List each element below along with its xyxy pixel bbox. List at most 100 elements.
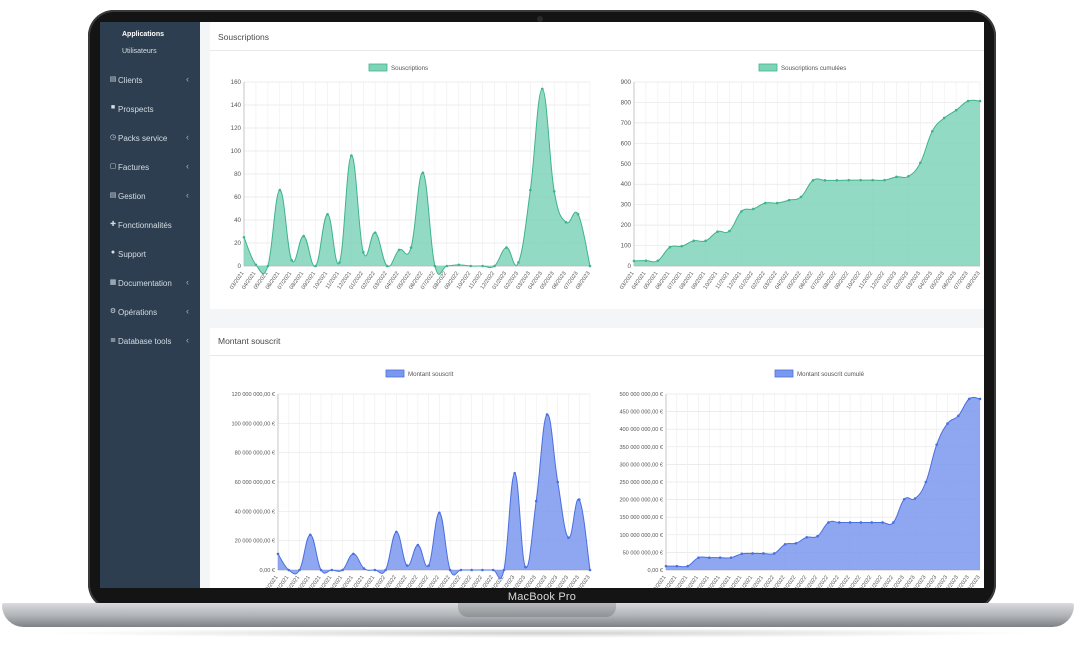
chart-subscriptions-cumulative: 010020030040050060070080090003/202104/20… bbox=[619, 63, 982, 291]
panel-title-amount: Montant souscrit bbox=[218, 336, 281, 346]
data-point bbox=[668, 245, 672, 249]
data-point bbox=[763, 201, 767, 205]
data-point bbox=[405, 564, 409, 567]
data-point bbox=[775, 201, 779, 205]
sidebar-item-label: Opérations bbox=[118, 308, 158, 317]
data-point bbox=[902, 497, 906, 501]
sidebar-subitem-applications[interactable]: Applications bbox=[122, 31, 165, 38]
data-point bbox=[907, 174, 910, 178]
data-point bbox=[445, 264, 449, 268]
sidebar-item-gestion[interactable]: ▤ Gestion ‹ bbox=[100, 189, 200, 205]
sidebar-item-prospects[interactable]: ■ Prospects bbox=[100, 102, 200, 118]
y-tick-label: 900 bbox=[621, 79, 632, 86]
series-area bbox=[278, 414, 590, 579]
sidebar-item-operations[interactable]: ⚙ Opérations ‹ bbox=[100, 305, 200, 321]
data-point bbox=[942, 116, 946, 120]
data-point bbox=[416, 543, 420, 547]
legend-swatch bbox=[774, 369, 794, 378]
data-point bbox=[409, 246, 413, 249]
y-tick-label: 80 bbox=[234, 171, 241, 178]
clipboard-icon: ▤ bbox=[109, 76, 117, 83]
data-point bbox=[892, 521, 895, 524]
y-tick-label: 100 000 000,00 € bbox=[231, 421, 275, 427]
data-point bbox=[395, 530, 398, 534]
sidebar-item-packs-service[interactable]: ◷ Packs service ‹ bbox=[100, 131, 200, 147]
laptop-shadow bbox=[40, 628, 1036, 638]
help-icon: ● bbox=[110, 249, 116, 256]
y-tick-label: 60 000 000,00 € bbox=[235, 480, 276, 486]
data-point bbox=[835, 179, 839, 182]
data-point bbox=[881, 521, 884, 524]
sidebar-item-clients[interactable]: ▤ Clients ‹ bbox=[100, 73, 200, 89]
data-point bbox=[871, 178, 874, 182]
chart-amount: 0,00 € 20 000 000,00 € 40 000 000,00 € 60 0… bbox=[231, 369, 592, 588]
data-point bbox=[254, 263, 258, 267]
data-point bbox=[787, 198, 791, 202]
y-tick-label: 350 000 000,00 € bbox=[619, 445, 663, 451]
data-point bbox=[326, 212, 329, 216]
invoice-icon: ▢ bbox=[109, 163, 117, 170]
data-point bbox=[287, 568, 291, 572]
data-point bbox=[314, 264, 317, 268]
data-point bbox=[966, 99, 970, 103]
data-point bbox=[805, 535, 809, 539]
sidebar-item-label: Prospects bbox=[118, 105, 154, 114]
y-tick-label: 40 bbox=[234, 217, 241, 224]
data-point bbox=[302, 234, 305, 238]
panel-divider bbox=[210, 50, 984, 51]
sidebar-item-fonctionnalites[interactable]: ✚ Fonctionnalités bbox=[100, 218, 200, 234]
data-point bbox=[319, 568, 323, 572]
sidebar-item-documentation[interactable]: ▦ Documentation ‹ bbox=[100, 276, 200, 292]
chevron-left-icon: ‹ bbox=[186, 132, 189, 142]
panel-amount: Montant souscrit 0,00 € 20 000 000,00 € 40… bbox=[210, 328, 984, 588]
screen: Applications Utilisateurs ▤ Clients ‹ ■ … bbox=[100, 22, 984, 588]
legend-swatch bbox=[385, 369, 405, 378]
data-point bbox=[751, 552, 754, 555]
y-tick-label: 20 bbox=[234, 240, 241, 247]
y-tick-label: 600 bbox=[621, 140, 632, 147]
chevron-left-icon: ‹ bbox=[186, 190, 189, 200]
sidebar-item-database-tools[interactable]: ≣ Database tools ‹ bbox=[100, 334, 200, 350]
y-tick-label: 450 000 000,00 € bbox=[619, 410, 663, 416]
data-point bbox=[505, 246, 508, 249]
data-point bbox=[517, 261, 520, 264]
data-point bbox=[716, 230, 719, 233]
data-point bbox=[848, 521, 852, 524]
y-tick-label: 500 bbox=[621, 161, 632, 168]
sidebar-item-factures[interactable]: ▢ Factures ‹ bbox=[100, 160, 200, 176]
data-point bbox=[298, 568, 301, 572]
y-tick-label: 120 000 000,00 € bbox=[231, 392, 275, 398]
data-point bbox=[470, 568, 473, 572]
sidebar: Applications Utilisateurs ▤ Clients ‹ ■ … bbox=[100, 22, 200, 588]
chevron-left-icon: ‹ bbox=[186, 277, 189, 287]
data-point bbox=[718, 556, 722, 559]
data-point bbox=[692, 239, 695, 243]
data-point bbox=[740, 552, 744, 556]
data-point bbox=[794, 541, 798, 545]
sidebar-subitem-utilisateurs[interactable]: Utilisateurs bbox=[122, 48, 157, 55]
data-point bbox=[827, 521, 830, 524]
data-point bbox=[762, 552, 765, 555]
data-point bbox=[290, 258, 294, 262]
data-point bbox=[816, 534, 819, 538]
y-tick-label: 100 bbox=[231, 148, 242, 155]
data-point bbox=[457, 263, 461, 267]
y-tick-label: 300 000 000,00 € bbox=[619, 462, 663, 468]
chart-amount-cumulative: 0,00 € 50 000 000,00 € 100 000 000,00 € 150… bbox=[619, 369, 982, 588]
data-point bbox=[577, 498, 581, 501]
data-point bbox=[924, 480, 928, 484]
y-tick-label: 60 bbox=[234, 194, 241, 201]
sidebar-item-label: Support bbox=[118, 250, 147, 259]
sidebar-item-label: Clients bbox=[118, 76, 143, 85]
data-point bbox=[567, 536, 570, 540]
y-tick-label: 100 bbox=[621, 243, 632, 250]
sidebar-item-support[interactable]: ● Support bbox=[100, 247, 200, 263]
data-point bbox=[644, 259, 648, 262]
data-point bbox=[352, 552, 355, 556]
y-tick-label: 0 bbox=[628, 263, 632, 270]
sidebar-item-label: Database tools bbox=[118, 337, 172, 346]
main-content: Souscriptions 0 20 40 60 80 100 120 140 160 03/20… bbox=[200, 22, 984, 588]
data-point bbox=[675, 564, 679, 568]
data-point bbox=[384, 568, 387, 572]
data-point bbox=[242, 235, 246, 239]
